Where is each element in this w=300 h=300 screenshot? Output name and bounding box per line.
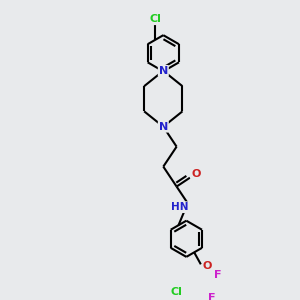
Text: F: F [214, 270, 222, 280]
Text: Cl: Cl [149, 14, 161, 24]
Text: O: O [203, 261, 212, 271]
Text: F: F [208, 292, 215, 300]
Text: N: N [159, 66, 168, 76]
Text: Cl: Cl [170, 287, 182, 297]
Text: N: N [159, 122, 168, 132]
Text: O: O [191, 169, 201, 178]
Text: HN: HN [171, 202, 188, 212]
